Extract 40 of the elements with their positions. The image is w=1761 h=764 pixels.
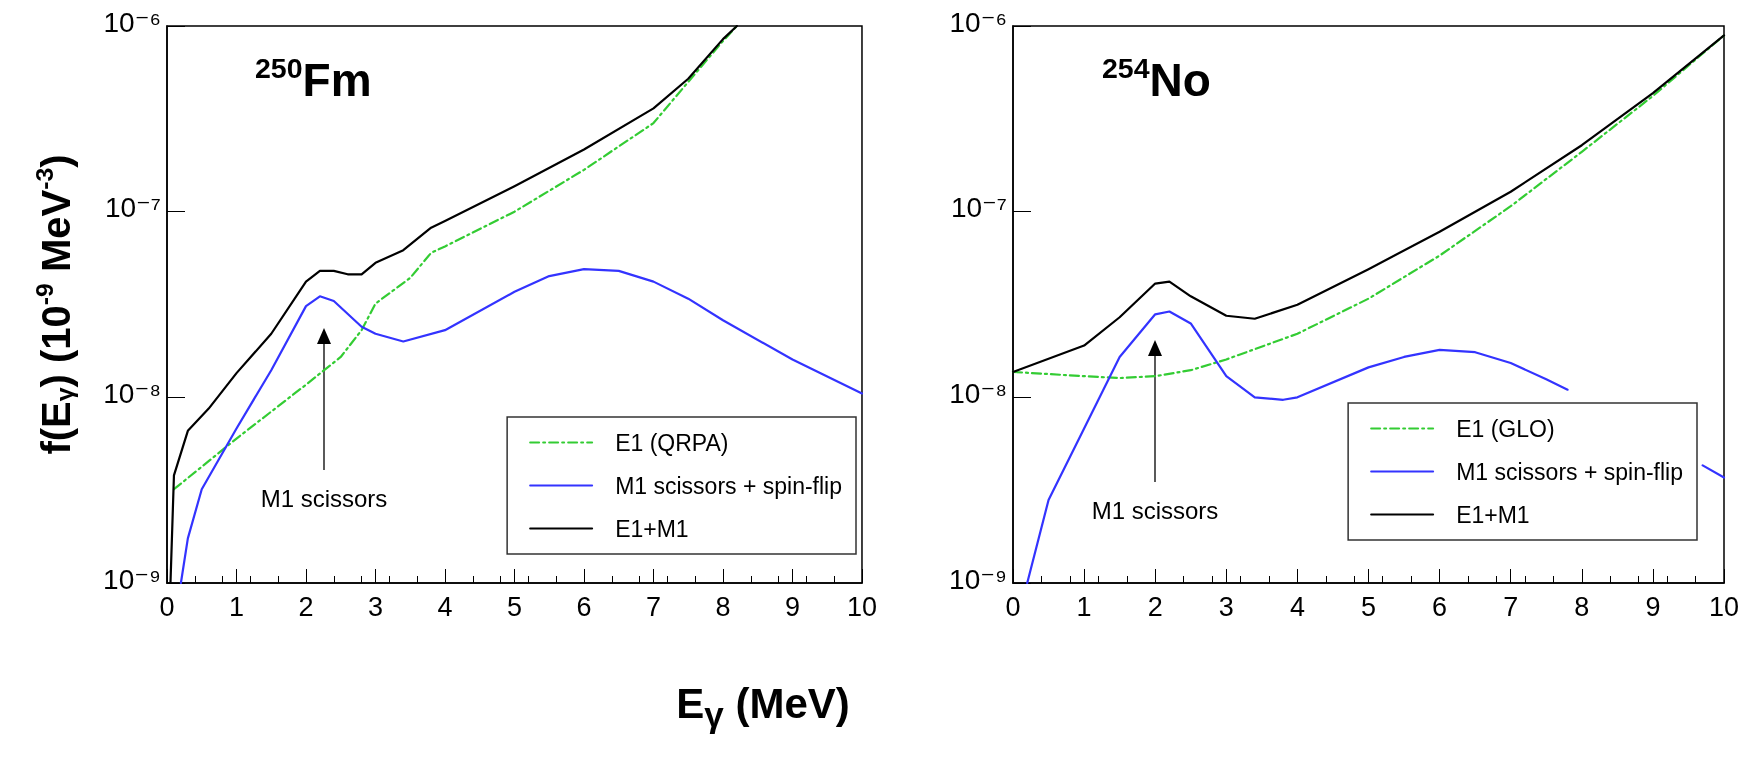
x-tick-label: 10 xyxy=(1708,591,1740,622)
x-tick-label: 6 xyxy=(576,591,592,622)
annotation: M1 scissors xyxy=(1091,496,1219,524)
legend-label: E1+M1 xyxy=(1456,501,1530,528)
x-tick-label: 2 xyxy=(298,591,314,622)
x-tick-label: 9 xyxy=(1645,591,1661,622)
x-tick-label: 10 xyxy=(846,591,878,622)
x-tick-label: 0 xyxy=(1005,591,1021,622)
x-axis-title: E$_{γ}$ (MeV) xyxy=(675,680,851,736)
legend-label: M1 scissors + spin-flip xyxy=(615,472,843,499)
x-tick-label: 4 xyxy=(1289,591,1305,622)
x-tick-label: 3 xyxy=(1218,591,1234,622)
y-axis-title: f(Eγ) (10-9 MeV-3) xyxy=(31,154,78,455)
legend-label: M1 scissors + spin-flip xyxy=(1456,458,1684,485)
y-tick-label: 10⁻⁹ xyxy=(103,563,161,595)
x-tick-label: 8 xyxy=(715,591,731,622)
y-tick-label: 10⁻⁸ xyxy=(103,377,161,409)
y-tick-label: 10⁻⁸ xyxy=(949,377,1007,409)
y-tick-label: 10⁻⁷ xyxy=(950,192,1007,224)
x-tick-label: 6 xyxy=(1432,591,1448,622)
x-tick-label: 5 xyxy=(1360,591,1377,622)
x-tick-label: 5 xyxy=(506,591,523,622)
legend-label: E1 (QRPA) xyxy=(615,429,729,456)
x-tick-label: 7 xyxy=(645,591,661,622)
legend-label: E1+M1 xyxy=(615,515,689,542)
y-tick-label: 10⁻⁷ xyxy=(104,192,161,224)
x-tick-label: 4 xyxy=(437,591,453,622)
x-tick-label: 7 xyxy=(1503,591,1519,622)
x-tick-label: 3 xyxy=(367,591,384,622)
x-tick-label: 1 xyxy=(1076,591,1092,622)
x-tick-label: 9 xyxy=(784,591,800,622)
annotation: M1 scissors xyxy=(260,484,388,512)
x-tick-label: 0 xyxy=(159,591,175,622)
x-tick-label: 8 xyxy=(1574,591,1590,622)
legend-label: E1 (GLO) xyxy=(1456,415,1555,442)
y-tick-label: 10⁻⁶ xyxy=(103,6,161,38)
x-tick-label: 1 xyxy=(228,591,245,622)
x-tick-label: 2 xyxy=(1147,591,1163,622)
y-tick-label: 10⁻⁶ xyxy=(949,6,1007,38)
y-tick-label: 10⁻⁹ xyxy=(949,563,1007,595)
